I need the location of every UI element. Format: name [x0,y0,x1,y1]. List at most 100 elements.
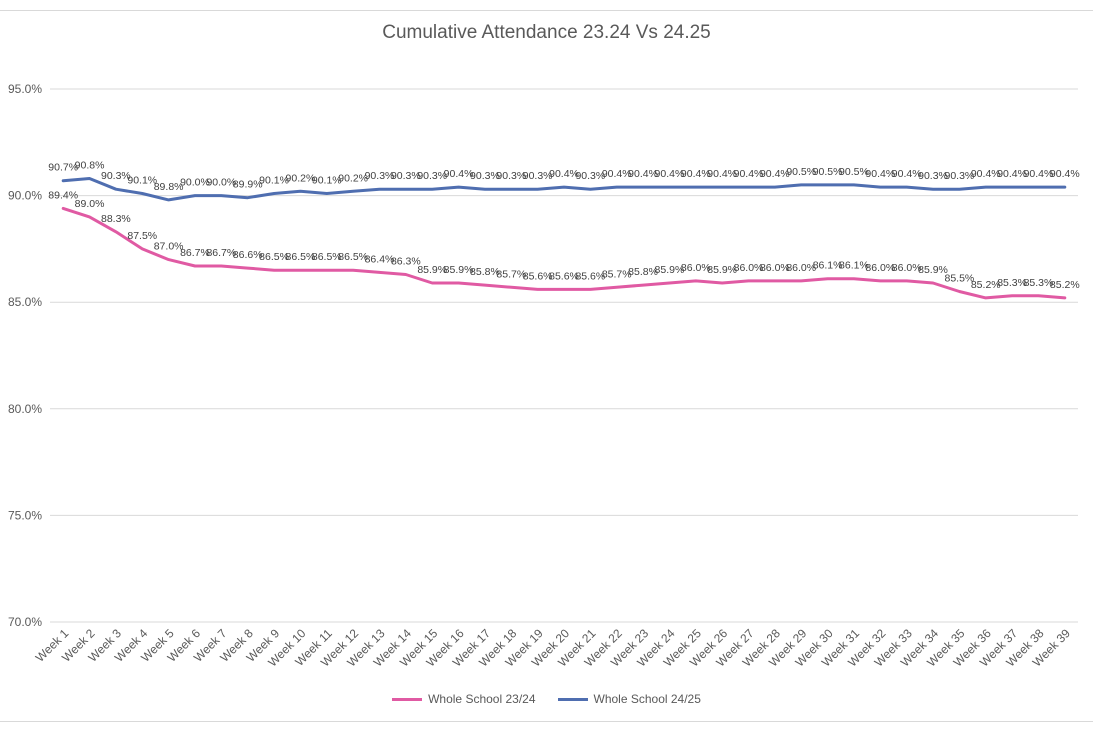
data-label: 86.0% [760,262,790,274]
legend-label-series-1: Whole School 23/24 [428,692,536,706]
legend-item-series-1: Whole School 23/24 [392,692,536,706]
data-label: 85.7% [496,268,526,280]
data-label: 90.4% [628,168,658,180]
y-tick-label: 80.0% [8,402,42,416]
data-label: 85.7% [602,268,632,280]
data-label: 85.6% [523,270,553,282]
data-label: 90.4% [655,168,685,180]
data-label: 85.9% [918,264,948,276]
data-label: 86.6% [233,249,263,261]
chart-title: Cumulative Attendance 23.24 Vs 24.25 [382,22,711,43]
data-label: 90.5% [813,166,843,178]
data-label: 87.0% [154,241,184,253]
legend-swatch-series-1 [392,697,423,701]
legend-swatch-series-2 [557,697,588,701]
data-label: 90.4% [1050,168,1080,180]
data-label: 90.0% [180,177,210,189]
data-label: 90.2% [286,172,316,184]
data-label: 86.0% [892,262,922,274]
data-label: 90.4% [997,168,1027,180]
y-axis-ticks: 70.0% 75.0% 80.0% 85.0% 90.0% 95.0% [8,82,42,629]
data-label: 90.4% [602,168,632,180]
data-label: 90.3% [417,170,447,182]
y-tick-label: 75.0% [8,508,42,522]
data-label: 90.3% [391,170,421,182]
data-label: 90.7% [48,162,78,174]
data-label: 86.7% [206,247,236,259]
chart-frame [0,10,1093,722]
data-label: 85.8% [470,266,500,278]
legend: Whole School 23/24 Whole School 24/25 [0,692,1093,706]
data-label: 86.4% [365,253,395,265]
data-label: 85.9% [707,264,737,276]
data-label: 90.3% [101,170,131,182]
data-label: 90.1% [259,174,289,186]
data-labels: 89.4%89.0%88.3%87.5%87.0%86.7%86.7%86.6%… [48,160,1079,291]
data-label: 85.9% [417,264,447,276]
data-label: 90.4% [734,168,764,180]
data-label: 86.0% [865,262,895,274]
data-label: 90.4% [971,168,1001,180]
data-label: 90.3% [470,170,500,182]
data-label: 90.4% [865,168,895,180]
y-tick-label: 85.0% [8,295,42,309]
data-label: 88.3% [101,213,131,225]
data-label: 85.6% [549,270,579,282]
data-label: 85.2% [1050,279,1080,291]
data-label: 86.0% [786,262,816,274]
data-label: 89.0% [75,198,105,210]
data-label: 90.4% [444,168,474,180]
data-label: 90.4% [707,168,737,180]
data-label: 90.4% [681,168,711,180]
data-label: 89.8% [154,181,184,193]
data-label: 86.0% [681,262,711,274]
data-label: 86.5% [286,251,316,263]
data-label: 85.2% [971,279,1001,291]
data-label: 85.6% [575,270,605,282]
data-label: 90.4% [1024,168,1054,180]
data-label: 86.1% [813,260,843,272]
data-label: 86.5% [312,251,342,263]
y-tick-label: 95.0% [8,82,42,96]
data-label: 86.0% [734,262,764,274]
y-tick-label: 70.0% [8,615,42,629]
data-label: 85.8% [628,266,658,278]
data-label: 89.4% [48,189,78,201]
data-label: 90.1% [127,174,157,186]
data-label: 90.3% [496,170,526,182]
data-label: 90.3% [523,170,553,182]
data-label: 90.3% [918,170,948,182]
data-label: 86.5% [259,251,289,263]
data-label: 86.3% [391,255,421,267]
data-label: 90.3% [944,170,974,182]
data-label: 86.7% [180,247,210,259]
data-label: 90.3% [365,170,395,182]
data-label: 90.3% [575,170,605,182]
data-label: 85.9% [655,264,685,276]
series-line-2 [61,177,1067,202]
data-label: 89.9% [233,179,263,191]
data-label: 90.5% [839,166,869,178]
data-label: 90.1% [312,174,342,186]
data-label: 90.8% [75,160,105,172]
series-line-1 [61,206,1067,300]
data-label: 85.5% [944,273,974,285]
data-label: 86.5% [338,251,368,263]
data-label: 85.3% [1024,277,1054,289]
data-label: 90.0% [206,177,236,189]
data-label: 90.4% [549,168,579,180]
y-tick-label: 90.0% [8,189,42,203]
data-label: 85.3% [997,277,1027,289]
data-label: 87.5% [127,230,157,242]
data-label: 86.1% [839,260,869,272]
data-label: 90.2% [338,172,368,184]
data-label: 90.5% [786,166,816,178]
data-label: 90.4% [760,168,790,180]
legend-item-series-2: Whole School 24/25 [557,692,701,706]
data-label: 90.4% [892,168,922,180]
data-label: 85.9% [444,264,474,276]
legend-label-series-2: Whole School 24/25 [593,692,701,706]
series-lines [61,177,1067,300]
